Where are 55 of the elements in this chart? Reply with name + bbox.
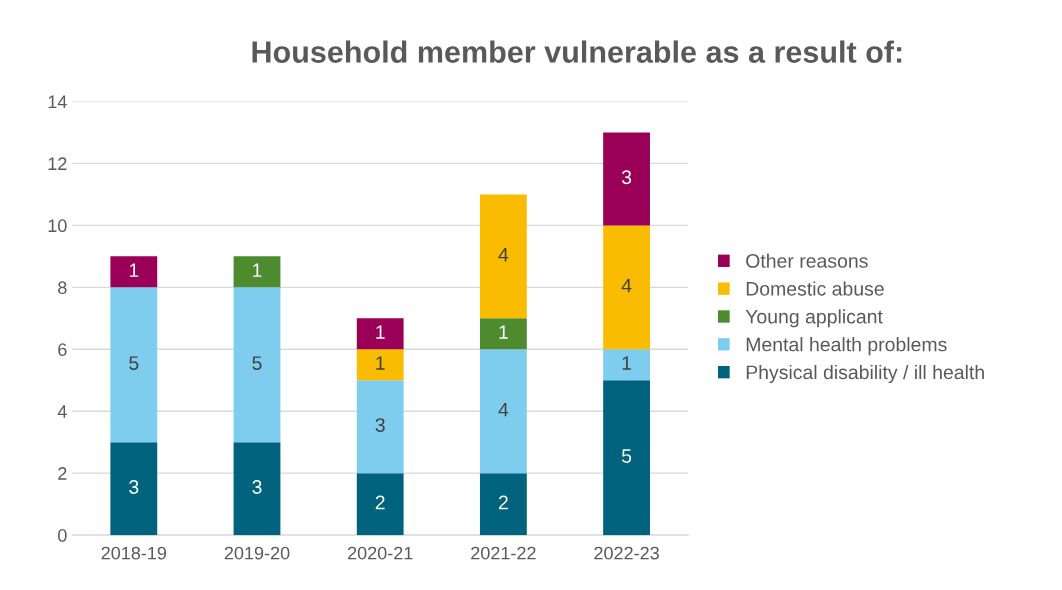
bar [110, 256, 158, 288]
bar [110, 287, 158, 443]
bar [479, 318, 527, 350]
y-tick-label: 6 [58, 343, 67, 356]
data-label: 1 [376, 325, 385, 339]
data-label: 4 [498, 248, 509, 262]
bar [603, 132, 650, 226]
legend-label: Other reasons [746, 253, 868, 268]
data-label: 5 [252, 356, 262, 370]
x-tick-label: 2021-22 [471, 546, 536, 560]
bar [479, 194, 527, 319]
data-label: 2 [498, 495, 508, 510]
data-label: 1 [376, 356, 385, 370]
data-label: 3 [129, 480, 139, 494]
bar [233, 256, 281, 288]
x-tick-label: 2022-23 [594, 546, 659, 560]
data-label: 3 [621, 170, 632, 185]
chart-title: Household member vulnerable as a result of: [252, 40, 902, 63]
legend-label: Physical disability / ill health [746, 364, 984, 384]
x-tick-label: 2020-21 [347, 546, 413, 560]
bar [233, 442, 281, 536]
y-tick-label: 8 [58, 281, 67, 295]
legend-label: Young applicant [745, 309, 883, 328]
bar [603, 380, 650, 536]
data-label: 5 [129, 356, 139, 370]
bar [356, 349, 404, 381]
bar [356, 473, 404, 536]
y-tick-label: 2 [58, 467, 67, 480]
data-label: 3 [375, 418, 385, 432]
legend-label: Domestic abuse [746, 281, 884, 296]
data-label: 1 [253, 263, 262, 277]
data-label: 1 [499, 325, 508, 339]
y-tick-label: 0 [58, 529, 67, 542]
data-label: 3 [252, 480, 262, 494]
bar [356, 318, 404, 350]
data-label: 4 [498, 402, 509, 417]
bar [110, 442, 158, 536]
x-tick-label: 2019-20 [224, 546, 290, 560]
bar [233, 287, 281, 443]
data-label: 4 [621, 278, 632, 293]
data-label: 5 [621, 449, 632, 463]
bar [603, 225, 650, 350]
y-tick-label: 10 [48, 219, 67, 233]
y-tick-label: 12 [48, 157, 67, 170]
legend-label: Mental health problems [746, 337, 947, 356]
bar [356, 380, 404, 474]
bar [479, 473, 527, 536]
bar [479, 349, 527, 474]
data-label: 1 [622, 356, 632, 370]
bar [603, 349, 650, 381]
data-label: 1 [129, 263, 139, 277]
y-tick-label: 4 [57, 405, 67, 418]
data-label: 2 [375, 495, 385, 510]
y-tick-label: 14 [48, 95, 67, 109]
x-tick-label: 2018-19 [101, 546, 167, 560]
